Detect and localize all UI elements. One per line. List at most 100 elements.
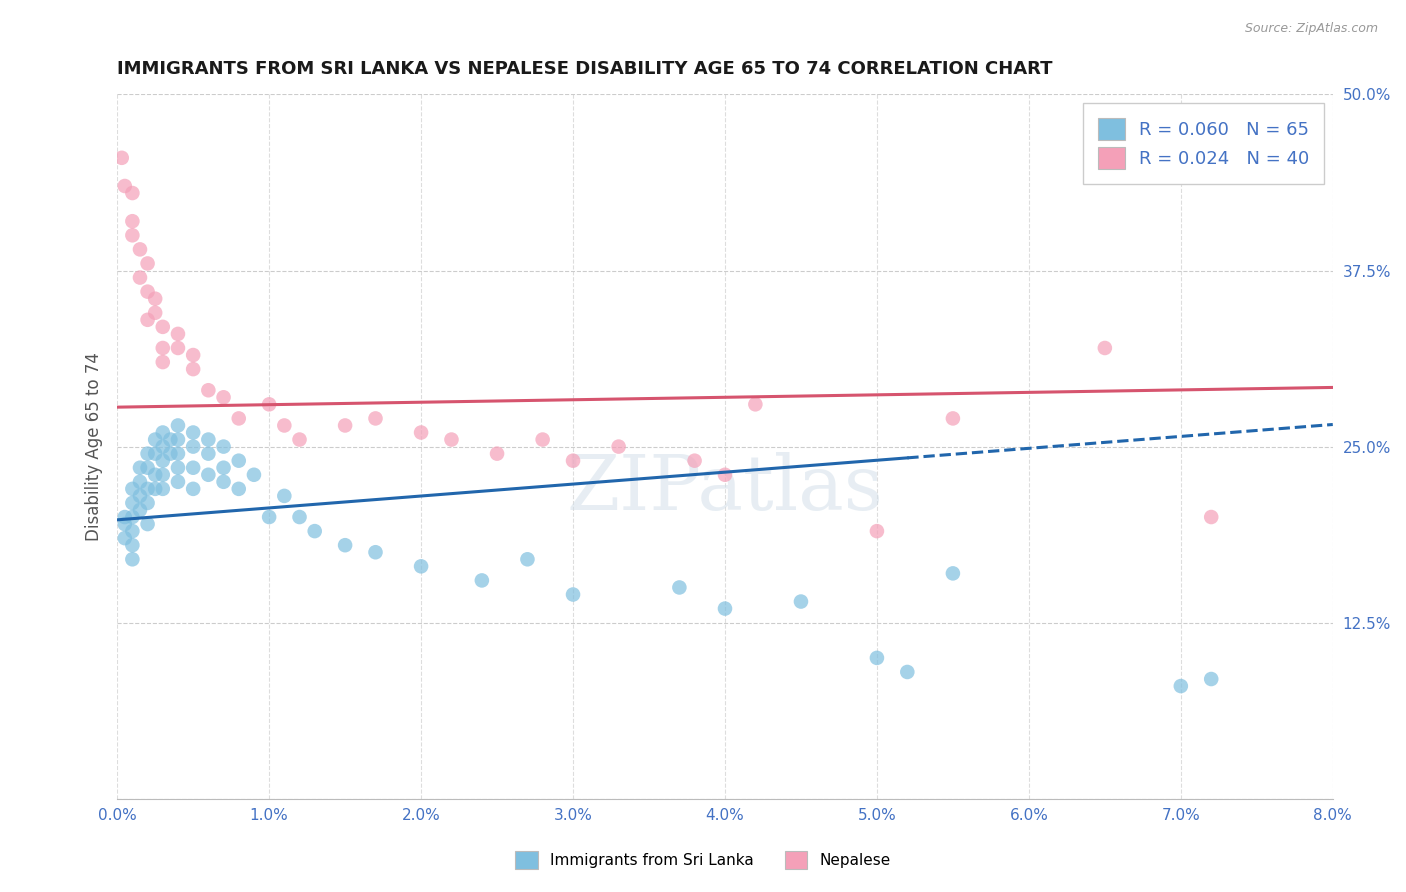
Point (111, 151, 134, 165)
Point (143, 467, 166, 482)
Point (866, 524, 889, 538)
Point (333, 418, 356, 433)
Point (257, 397, 280, 411)
Point (562, 587, 585, 601)
Point (121, 228, 143, 243)
Point (136, 496, 159, 510)
Point (181, 362, 204, 376)
Point (486, 447, 509, 461)
Point (288, 433, 311, 447)
Point (181, 460, 204, 475)
Point (866, 651, 889, 665)
Point (136, 256, 159, 270)
Point (896, 665, 918, 679)
Point (121, 482, 143, 496)
Point (143, 306, 166, 320)
Point (607, 440, 630, 454)
Point (197, 447, 219, 461)
Point (143, 482, 166, 496)
Point (516, 552, 538, 566)
Point (136, 447, 159, 461)
Point (167, 475, 190, 489)
Point (364, 411, 387, 425)
Point (228, 411, 250, 425)
Point (212, 390, 235, 404)
Legend: R = 0.060   N = 65, R = 0.024   N = 40: R = 0.060 N = 65, R = 0.024 N = 40 (1083, 103, 1324, 184)
Point (471, 574, 494, 588)
Point (167, 447, 190, 461)
Text: IMMIGRANTS FROM SRI LANKA VS NEPALESE DISABILITY AGE 65 TO 74 CORRELATION CHART: IMMIGRANTS FROM SRI LANKA VS NEPALESE DI… (117, 60, 1053, 78)
Point (152, 319, 174, 334)
Point (152, 440, 174, 454)
Point (790, 594, 813, 608)
Point (212, 460, 235, 475)
Point (121, 524, 143, 538)
Point (744, 397, 766, 411)
Point (228, 482, 250, 496)
Point (167, 341, 190, 355)
Point (129, 503, 152, 517)
Point (152, 453, 174, 467)
Point (129, 475, 152, 489)
Point (152, 467, 174, 482)
Point (197, 467, 219, 482)
Point (121, 510, 143, 524)
Point (942, 566, 965, 581)
Point (121, 496, 143, 510)
Point (181, 440, 204, 454)
Point (197, 433, 219, 447)
Point (288, 510, 311, 524)
Point (152, 425, 174, 440)
Point (1170, 679, 1192, 693)
Point (181, 425, 204, 440)
Point (143, 433, 166, 447)
Point (562, 453, 585, 467)
Point (129, 460, 152, 475)
Text: ZIPatlas: ZIPatlas (567, 452, 883, 526)
Point (304, 524, 326, 538)
Point (409, 425, 432, 440)
Point (228, 453, 250, 467)
Point (273, 418, 295, 433)
Point (152, 355, 174, 369)
Point (136, 460, 159, 475)
Point (143, 447, 166, 461)
Point (136, 517, 159, 532)
Text: Source: ZipAtlas.com: Source: ZipAtlas.com (1244, 22, 1378, 36)
Point (167, 326, 190, 341)
Point (129, 243, 152, 257)
Point (167, 460, 190, 475)
Point (942, 411, 965, 425)
Point (136, 285, 159, 299)
Point (197, 383, 219, 397)
Point (714, 467, 737, 482)
Point (364, 545, 387, 559)
Point (129, 270, 152, 285)
Point (121, 214, 143, 228)
Point (1199, 510, 1222, 524)
Legend: Immigrants from Sri Lanka, Nepalese: Immigrants from Sri Lanka, Nepalese (509, 845, 897, 875)
Point (181, 482, 204, 496)
Point (167, 418, 190, 433)
Point (159, 433, 181, 447)
Point (714, 601, 737, 615)
Y-axis label: Disability Age 65 to 74: Disability Age 65 to 74 (86, 352, 103, 541)
Point (212, 475, 235, 489)
Point (121, 552, 143, 566)
Point (333, 538, 356, 552)
Point (243, 467, 266, 482)
Point (114, 179, 136, 194)
Point (257, 510, 280, 524)
Point (1199, 672, 1222, 686)
Point (668, 581, 690, 595)
Point (212, 440, 235, 454)
Point (167, 433, 190, 447)
Point (440, 433, 463, 447)
Point (114, 517, 136, 532)
Point (409, 559, 432, 574)
Point (121, 186, 143, 200)
Point (159, 447, 181, 461)
Point (136, 313, 159, 327)
Point (136, 482, 159, 496)
Point (181, 348, 204, 362)
